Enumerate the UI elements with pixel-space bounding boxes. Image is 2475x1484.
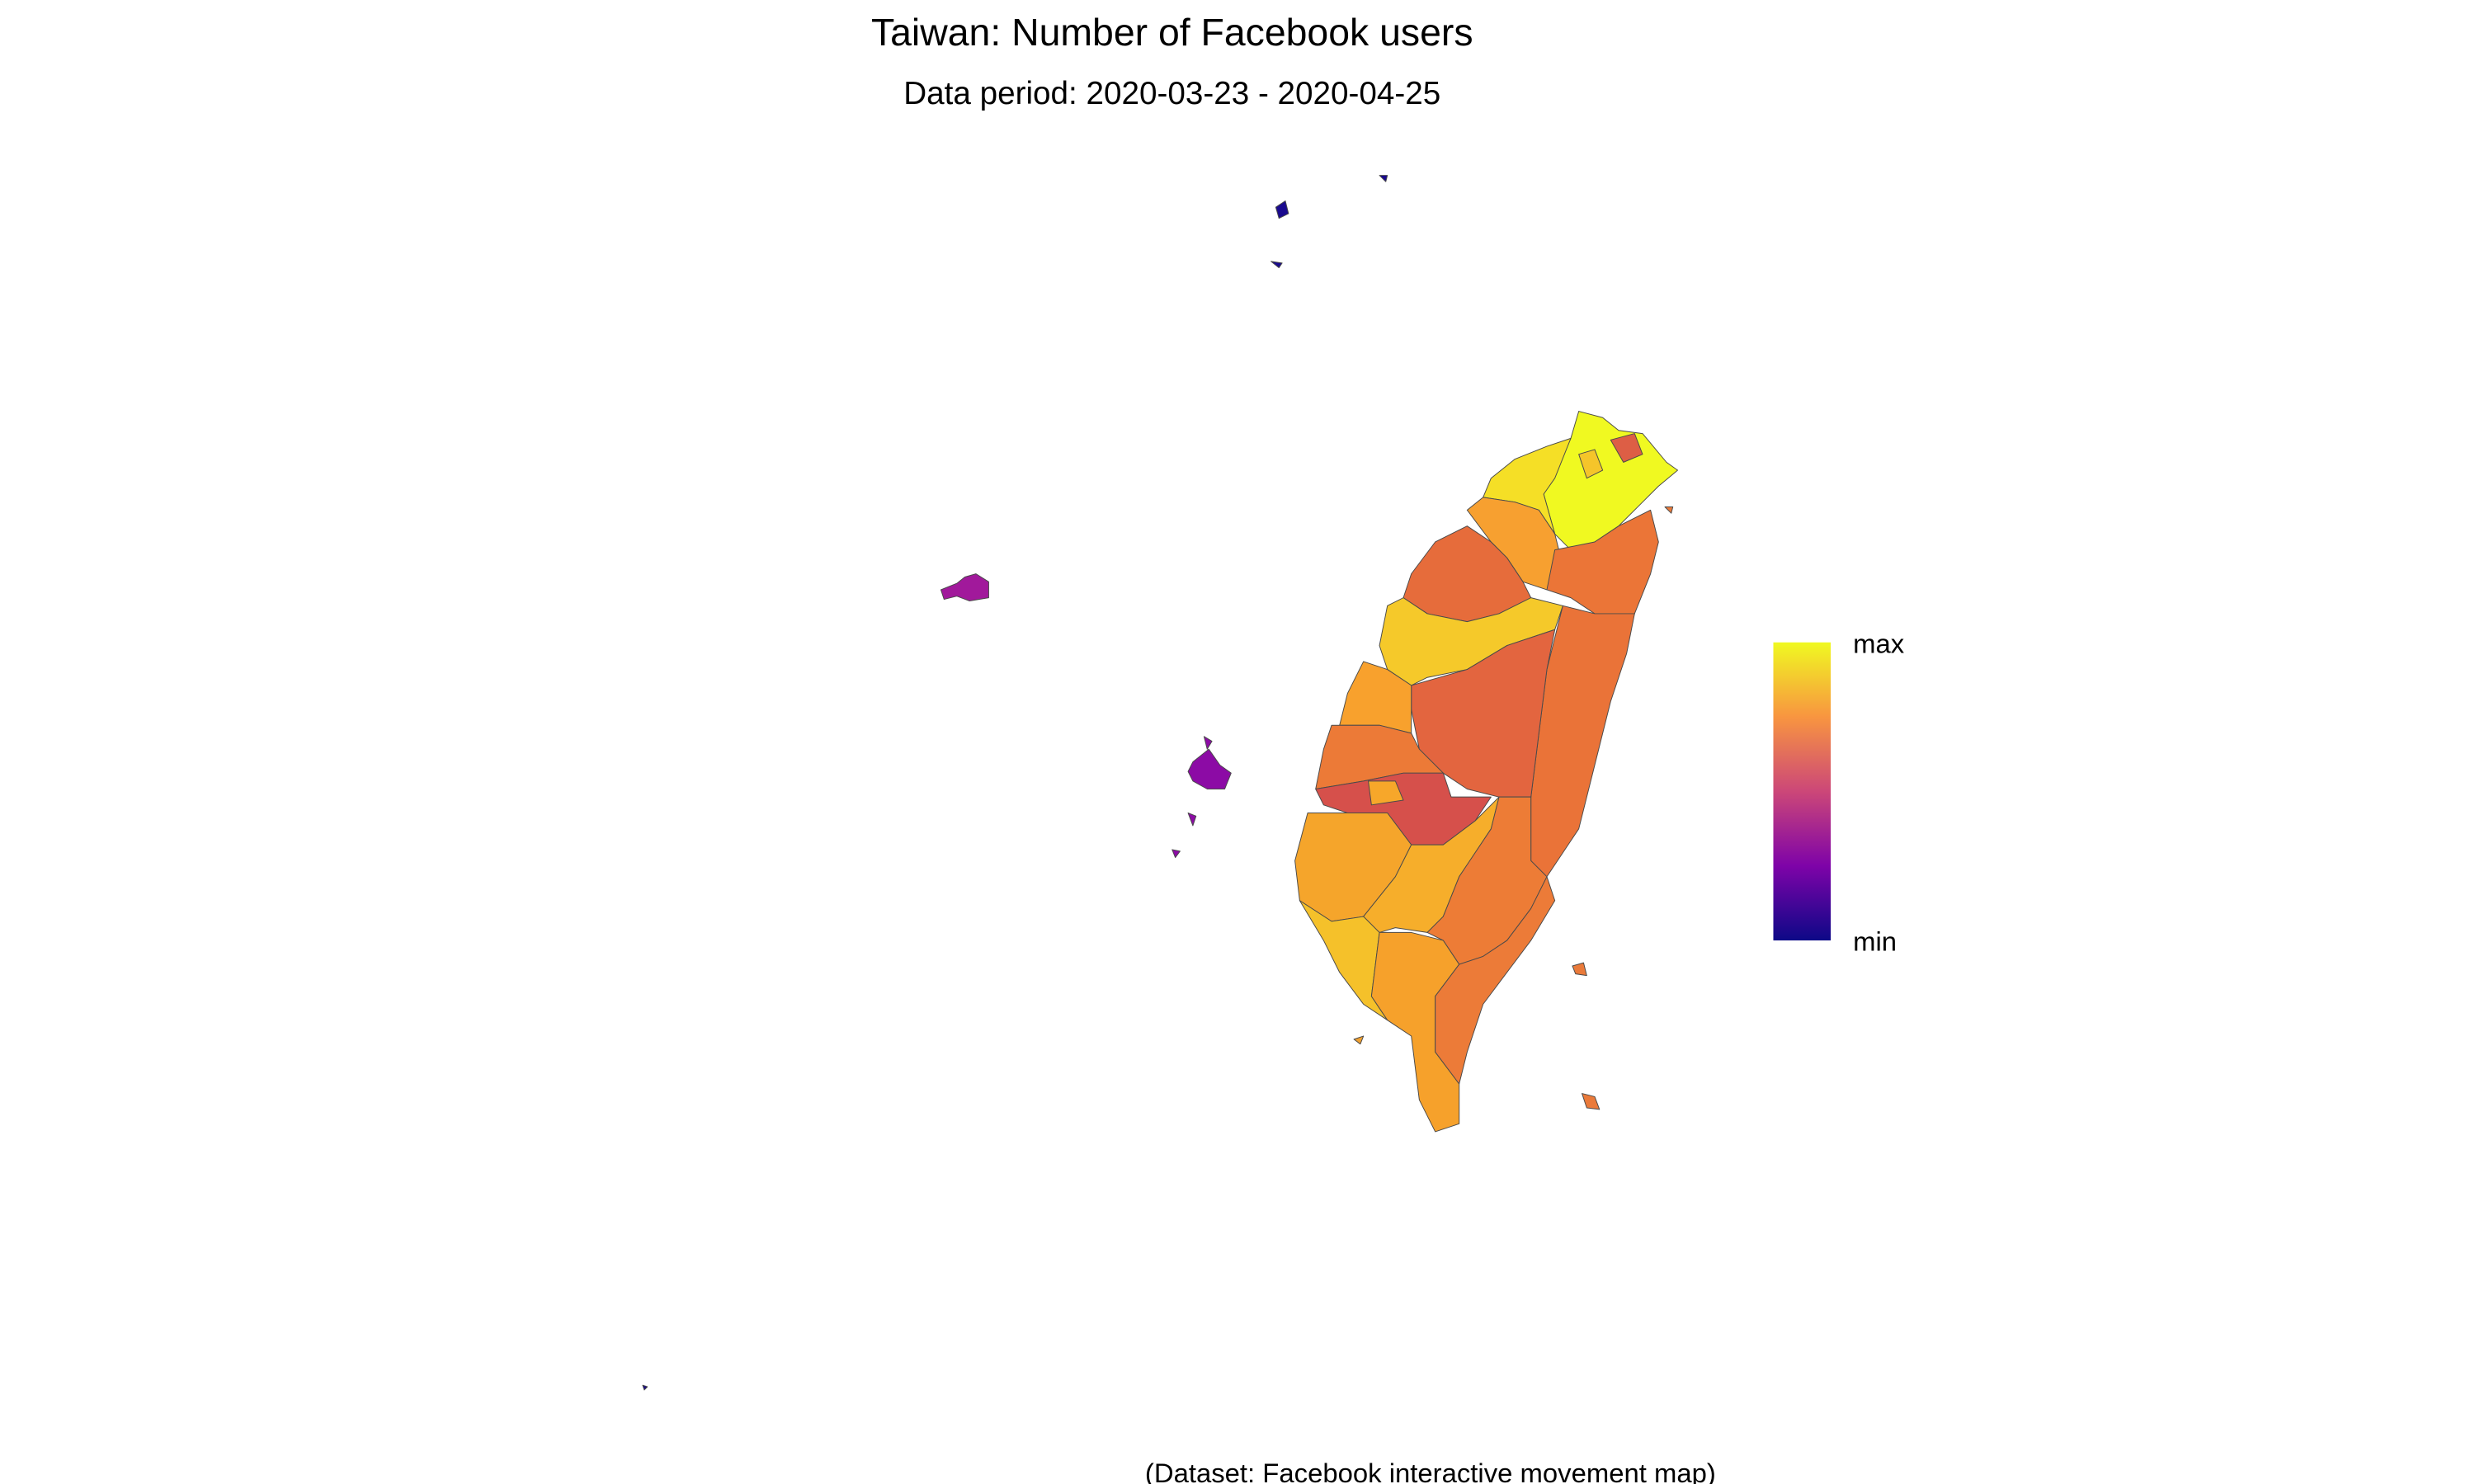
taiwan-map bbox=[642, 175, 1678, 1391]
map-subtitle: Data period: 2020-03-23 - 2020-04-25 bbox=[903, 76, 1440, 111]
island bbox=[1187, 813, 1197, 827]
island bbox=[1582, 1093, 1600, 1110]
legend-max-label: max bbox=[1853, 628, 1905, 658]
island bbox=[1172, 849, 1181, 859]
region bbox=[1546, 509, 1659, 615]
map-caption: (Dataset: Facebook interactive movement … bbox=[1145, 1458, 1716, 1484]
island bbox=[642, 1384, 648, 1391]
island bbox=[1379, 175, 1388, 182]
legend-min-label: min bbox=[1853, 926, 1897, 957]
region bbox=[1578, 449, 1604, 479]
region bbox=[1435, 876, 1556, 1085]
region bbox=[1610, 433, 1643, 463]
island bbox=[1203, 736, 1213, 750]
island bbox=[1572, 962, 1587, 977]
island bbox=[1270, 261, 1283, 269]
color-legend: max min bbox=[1773, 628, 1905, 957]
region bbox=[1370, 931, 1460, 1133]
island bbox=[1275, 200, 1289, 219]
island bbox=[1187, 748, 1232, 789]
map-title: Taiwan: Number of Facebook users bbox=[871, 11, 1473, 54]
legend-colorbar bbox=[1773, 642, 1832, 941]
region bbox=[1368, 780, 1404, 806]
island bbox=[1664, 506, 1674, 514]
region bbox=[1543, 411, 1678, 551]
island bbox=[1353, 1035, 1365, 1045]
island bbox=[940, 573, 989, 601]
